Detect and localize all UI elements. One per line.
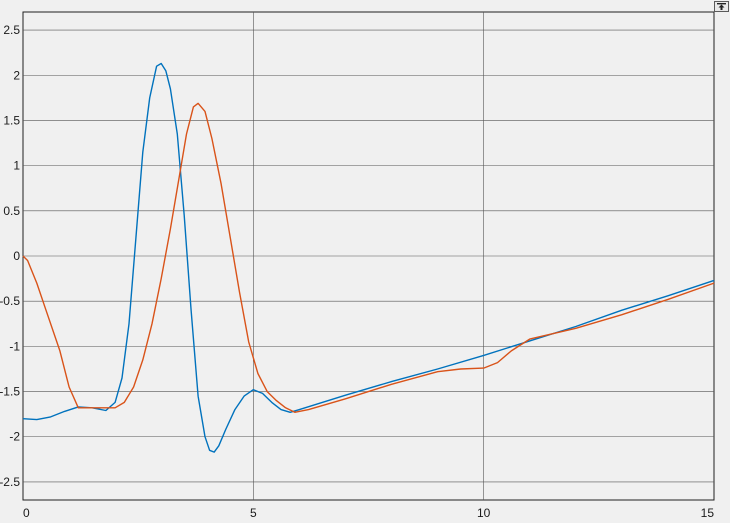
x-tick-label: 0 xyxy=(23,506,30,520)
y-tick-label: 2.5 xyxy=(3,23,20,37)
y-tick-label: -1.5 xyxy=(0,385,20,399)
x-tick-label: 10 xyxy=(477,506,491,520)
y-tick-label: -0.5 xyxy=(0,294,20,308)
y-tick-label: 2 xyxy=(13,68,20,82)
tick-labels: 0 5 10 15 -2.5 -2 -1.5 -1 -0.5 0 0.5 1 1.5 2 2.5 xyxy=(0,23,714,520)
y-tick-label: -2.5 xyxy=(0,475,20,489)
y-tick-label: -1 xyxy=(9,339,20,353)
restore-button[interactable] xyxy=(714,1,729,12)
y-tick-label: -2 xyxy=(9,430,20,444)
series-2-line xyxy=(22,102,715,413)
series-layer xyxy=(22,62,715,453)
series-1-line xyxy=(22,62,715,453)
x-tick-label: 15 xyxy=(701,506,715,520)
y-tick-label: 1 xyxy=(13,159,20,173)
expand-arrow-icon xyxy=(717,3,726,10)
y-tick-label: 1.5 xyxy=(3,113,20,127)
x-tick-label: 5 xyxy=(250,506,257,520)
y-tick-label: 0 xyxy=(13,249,20,263)
y-tick-label: 0.5 xyxy=(3,204,20,218)
